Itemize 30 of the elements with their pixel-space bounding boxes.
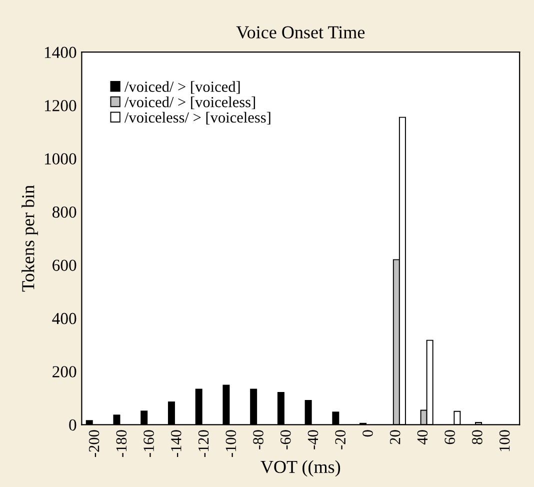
x-tick-label: 0 [362,430,373,437]
legend-label: /voiced/ > [voiceless] [124,96,255,110]
x-tick-label: -100 [226,430,236,457]
x-tick-label: 100 [499,430,510,452]
x-tick-label: 60 [444,430,455,444]
x-tick-label: 40 [417,430,428,445]
x-tick-label: -40 [308,430,318,450]
x-tick-label: -60 [280,430,291,450]
y-tick-label: 1000 [44,153,76,164]
x-tick-label: -180 [116,430,127,457]
y-tick-label: 1200 [44,100,76,112]
y-tick-label: 800 [52,206,76,218]
x-tick-label: -80 [253,430,264,450]
y-tick-label: 0 [69,419,76,431]
legend-label: /voiceless/ > [voiceless] [124,112,270,125]
x-tick-label: 20 [390,430,400,444]
x-tick-label: -140 [171,430,182,457]
x-tick-label: -160 [144,430,154,457]
chart-title: Voice Onset Time [236,26,365,38]
y-tick-label: 600 [52,260,76,271]
x-tick-label: -200 [88,430,100,457]
x-tick-label: -20 [335,430,346,450]
y-tick-label: 400 [52,312,76,324]
x-tick-label: -120 [198,430,209,457]
x-tick-label: 80 [472,430,482,444]
y-axis-title: Tokens per bin [22,185,38,292]
legend-label: /voiced/ > [voiced] [124,81,240,94]
y-tick-label: 200 [52,366,76,378]
x-axis-title: VOT ((ms) [260,460,340,477]
y-tick-label: 1400 [44,46,76,58]
